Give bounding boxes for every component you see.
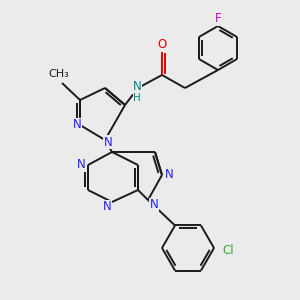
Text: H: H — [133, 93, 141, 103]
Text: N: N — [150, 199, 158, 212]
Text: Cl: Cl — [222, 244, 234, 256]
Text: F: F — [215, 13, 221, 26]
Text: N: N — [73, 118, 81, 131]
Text: N: N — [103, 136, 112, 148]
Text: CH₃: CH₃ — [49, 69, 69, 79]
Text: N: N — [165, 169, 173, 182]
Text: N: N — [103, 200, 111, 214]
Text: O: O — [158, 38, 166, 50]
Text: N: N — [133, 80, 141, 94]
Text: N: N — [76, 158, 85, 172]
